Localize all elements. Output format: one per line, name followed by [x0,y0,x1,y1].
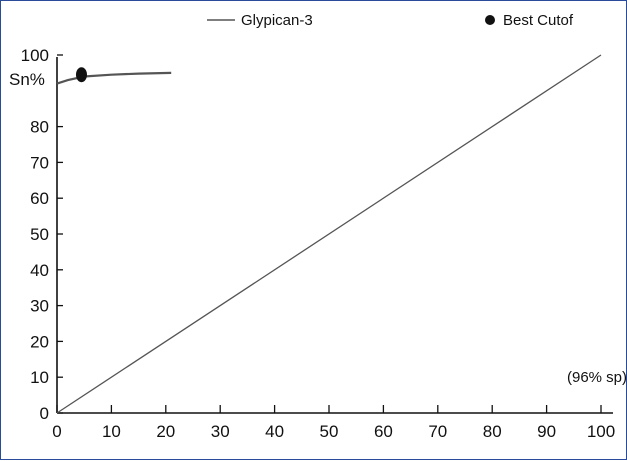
series-line-roc-segment [56,71,172,85]
y-tick-label: 20 [30,332,49,351]
x-tick-label: 40 [265,422,284,441]
marker-layer [75,67,87,83]
series-layer [56,54,602,414]
x-tick-label: 50 [320,422,339,441]
x-tick-label: 80 [483,422,502,441]
x-tick-label: 10 [102,422,121,441]
annotation-specificity: (96% sp) [567,369,627,386]
legend-dot-swatch [485,15,495,25]
ticks: 0 10 20 30 40 50 60 70 80 90 100 0 10 20 30 40 50 60 70 80 1… [21,46,616,441]
x-tick-label: 20 [156,422,175,441]
x-tick-label: 30 [211,422,230,441]
y-axis-label: Sn% [9,70,45,89]
y-tick-label: 80 [30,118,49,137]
y-tick-label: 10 [30,368,49,387]
series-line-glypican-3 [56,54,602,414]
y-tick-label: 40 [30,261,49,280]
legend: Glypican-3 Best Cutof [207,12,574,29]
x-tick-label: 60 [374,422,393,441]
x-tick-label: 70 [428,422,447,441]
y-tick-label: 50 [30,225,49,244]
y-tick-label: 30 [30,297,49,316]
y-tick-label: 60 [30,189,49,208]
axes [56,57,613,414]
x-tick-label: 100 [587,422,615,441]
legend-label-marker: Best Cutof [503,12,574,29]
legend-label-series: Glypican-3 [241,12,313,29]
y-tick-label: 70 [30,153,49,172]
y-tick-label: 0 [40,404,49,423]
best-cutoff-marker [75,67,87,83]
x-tick-label: 0 [52,422,61,441]
y-tick-label: 100 [21,46,49,65]
x-tick-label: 90 [537,422,556,441]
